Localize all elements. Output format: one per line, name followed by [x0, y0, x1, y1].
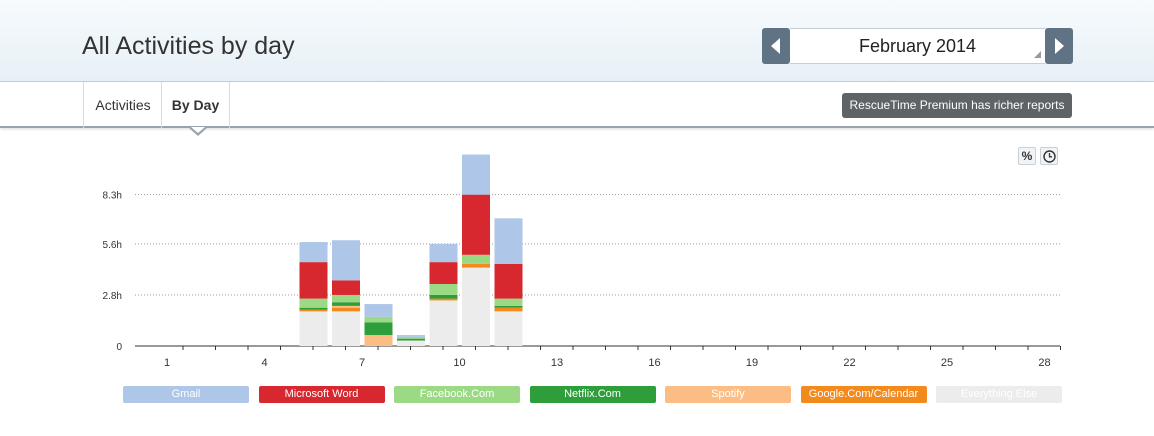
legend-item[interactable]: Netflix.Com [529, 386, 656, 403]
bar-segment [494, 218, 523, 264]
active-tab-pointer-fill [191, 127, 205, 133]
bar-segment [397, 340, 425, 346]
bar-segment [299, 309, 328, 312]
bar-segment [462, 154, 490, 195]
bar-segment [429, 284, 458, 295]
x-tick-label: 19 [746, 357, 758, 369]
bar-segment [429, 294, 458, 299]
time-view-button[interactable] [1040, 147, 1058, 165]
bar-segment [364, 322, 393, 336]
bar-segment [429, 298, 458, 301]
x-tick-label: 25 [941, 357, 953, 369]
tab-activities[interactable]: Activities [83, 82, 162, 128]
bar-segment [494, 305, 523, 308]
premium-reports-button[interactable]: RescueTime Premium has richer reports [842, 93, 1072, 118]
legend-item[interactable]: Spotify [665, 386, 791, 403]
bar-segment [299, 262, 328, 299]
x-tick-label: 4 [261, 357, 267, 369]
legend-item[interactable]: Google.Com/Calendar [800, 386, 927, 403]
bar-segment [462, 194, 490, 255]
legend-item[interactable]: Everything Else [936, 386, 1062, 403]
y-tick-label: 2.8h [103, 291, 122, 302]
bar-segment [299, 298, 328, 308]
x-tick-label: 1 [164, 357, 170, 369]
percent-view-button[interactable]: % [1018, 147, 1036, 165]
y-tick-label: 5.6h [103, 240, 122, 251]
bar-segment [429, 243, 458, 263]
next-month-button[interactable] [1045, 28, 1073, 64]
bar-segment [494, 307, 523, 312]
daily-activity-chart: 0 2.8h 5.6h 8.3h 1 4 7 10 13 16 19 22 25 28 [103, 154, 1061, 369]
y-tick-label: 8.3h [103, 191, 122, 202]
bar-segment [397, 336, 425, 339]
page-header: All Activities by day February 2014 [0, 0, 1154, 82]
x-tick-label: 7 [359, 357, 365, 369]
month-picker: February 2014 [762, 28, 1073, 64]
chevron-right-icon [1055, 38, 1064, 54]
x-tick-label: 22 [843, 357, 855, 369]
bar-segment [332, 305, 360, 308]
bar-segment [332, 302, 360, 306]
tab-bar: Activities By Day [0, 82, 1154, 128]
clock-icon [1043, 150, 1056, 163]
bar-segment [364, 335, 393, 346]
bar-segment [299, 307, 328, 310]
legend-item[interactable]: Microsoft Word [258, 386, 385, 403]
x-tick-label: 10 [453, 357, 465, 369]
bar-segment [397, 335, 425, 337]
bar-segment [332, 280, 360, 295]
bar-segment [332, 307, 360, 312]
page-title: All Activities by day [82, 32, 295, 60]
bar-segment [364, 316, 393, 323]
tab-by-day[interactable]: By Day [161, 82, 230, 128]
bar-segment [299, 242, 328, 263]
legend-item[interactable]: Gmail [123, 386, 249, 403]
bar-segment [429, 300, 458, 346]
bar-segment [462, 267, 490, 346]
month-select[interactable]: February 2014 [790, 28, 1045, 64]
legend-item[interactable]: Facebook.Com [394, 386, 520, 403]
bar-segment [462, 263, 490, 268]
y-tick-label: 0 [116, 342, 122, 353]
bar-segment [494, 311, 523, 346]
chevron-left-icon [771, 38, 780, 54]
bar-segment [332, 311, 360, 346]
bar-segment [397, 338, 425, 341]
bar-segment [429, 262, 458, 284]
resize-grip-icon [1034, 51, 1041, 58]
x-tick-label: 13 [551, 357, 563, 369]
bar-segment [462, 254, 490, 264]
x-tick-label: 16 [648, 357, 660, 369]
x-tick-label: 28 [1038, 357, 1050, 369]
bar-segment [332, 294, 360, 303]
prev-month-button[interactable] [762, 28, 790, 64]
bar-segment [299, 311, 328, 346]
month-select-value: February 2014 [858, 36, 977, 56]
bar-segment [494, 263, 523, 299]
bar-segment [364, 304, 393, 317]
bar-segment [494, 298, 523, 306]
bar-segment [332, 240, 360, 281]
